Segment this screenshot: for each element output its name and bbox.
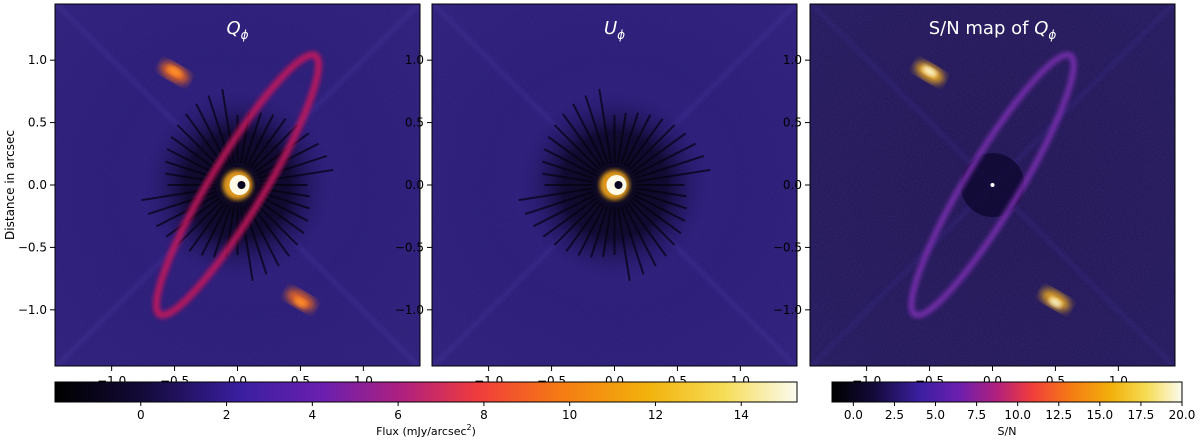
- y-tick-label: 0.5: [28, 116, 47, 130]
- colorbar-label: Flux (mJy/arcsec2): [376, 423, 476, 438]
- y-tick-label: −0.5: [395, 240, 424, 254]
- y-tick-label: −0.5: [773, 240, 802, 254]
- y-tick-label: 1.0: [783, 53, 802, 67]
- colorbar-flux: 0 2 4 6 8 10 12 14 Flux (mJy/arcsec2): [54, 381, 798, 438]
- colorbar-gradient: [54, 381, 798, 403]
- panel-title: Qϕ: [226, 18, 248, 42]
- y-tick-label: 0.5: [405, 116, 424, 130]
- colorbar-tick-label: 12: [648, 408, 663, 422]
- panel-title-main: Q: [226, 18, 240, 39]
- colorbars-layer: 0 2 4 6 8 10 12 14 Flux (mJy/arcsec2) 0.0 2.5 5.0 7.…: [54, 381, 1196, 438]
- colorbar-tick-label: 5.0: [926, 408, 945, 422]
- colorbar-sn: 0.0 2.5 5.0 7.5 10.0 12.5 15.0 17.5 20.0 S/N: [831, 381, 1196, 438]
- panel-title-main: Q: [1034, 18, 1048, 39]
- colorbar-gradient: [831, 381, 1183, 403]
- image-u_phi: [432, 4, 797, 366]
- panel-title-sub: ϕ: [241, 28, 249, 42]
- colorbar-tick-label: 10: [562, 408, 577, 422]
- panel-title: Uϕ: [604, 18, 625, 42]
- colorbar-tick-label: 8: [480, 408, 488, 422]
- y-tick-label: 0.0: [783, 178, 802, 192]
- colorbar-tick-label: 2: [223, 408, 231, 422]
- y-tick-label: 0.5: [783, 116, 802, 130]
- panel-u_phi: −1.0 −0.5 0.0 0.5 1.01.00.50.0−0.5−1.0Uϕ: [395, 3, 798, 388]
- colorbar-tick-label: 20.0: [1169, 408, 1196, 422]
- y-tick-label: 0.0: [405, 178, 424, 192]
- colorbar-tick-label: 6: [394, 408, 402, 422]
- panel-title-sub: ϕ: [1048, 28, 1056, 42]
- panel-q_phi: −1.0 −0.5 0.0 0.5 1.0 1.0 0.5 0.0 −0.5 −1.0 Qϕ: [18, 3, 421, 388]
- y-axis-label: Distance in arcsec: [3, 130, 17, 240]
- y-tick-label: 1.0: [405, 53, 424, 67]
- y-tick-label: −1.0: [18, 303, 47, 317]
- colorbar-tick-label: 14: [734, 408, 749, 422]
- image-q_phi: [55, 4, 420, 366]
- colorbar-tick-label: 7.5: [967, 408, 986, 422]
- panel-title-main: U: [604, 18, 617, 39]
- y-tick-label: −1.0: [395, 303, 424, 317]
- colorbar-tick-label: 0: [137, 408, 145, 422]
- y-tick-label: 1.0: [28, 53, 47, 67]
- image-snr: [810, 4, 1175, 366]
- colorbar-tick-label: 4: [309, 408, 317, 422]
- panel-snr: −1.0 −0.5 0.0 0.5 1.01.00.50.0−0.5−1.0S/N ma…: [773, 3, 1176, 388]
- panel-title-sub: ϕ: [617, 28, 625, 42]
- colorbar-tick-label: 12.5: [1045, 408, 1072, 422]
- colorbar-tick-label: 2.5: [885, 408, 904, 422]
- colorbar-tick-label: 10.0: [1004, 408, 1031, 422]
- panel-title-prefix: S/N map of: [929, 18, 1034, 39]
- colorbar-tick-label: 15.0: [1086, 408, 1113, 422]
- panel-title: S/N map of Qϕ: [929, 18, 1057, 42]
- y-tick-label: 0.0: [28, 178, 47, 192]
- y-tick-label: −0.5: [18, 240, 47, 254]
- y-tick-label: −1.0: [773, 303, 802, 317]
- colorbar-label: S/N: [998, 425, 1017, 438]
- colorbar-tick-label: 17.5: [1128, 408, 1155, 422]
- colorbar-tick-label: 0.0: [844, 408, 863, 422]
